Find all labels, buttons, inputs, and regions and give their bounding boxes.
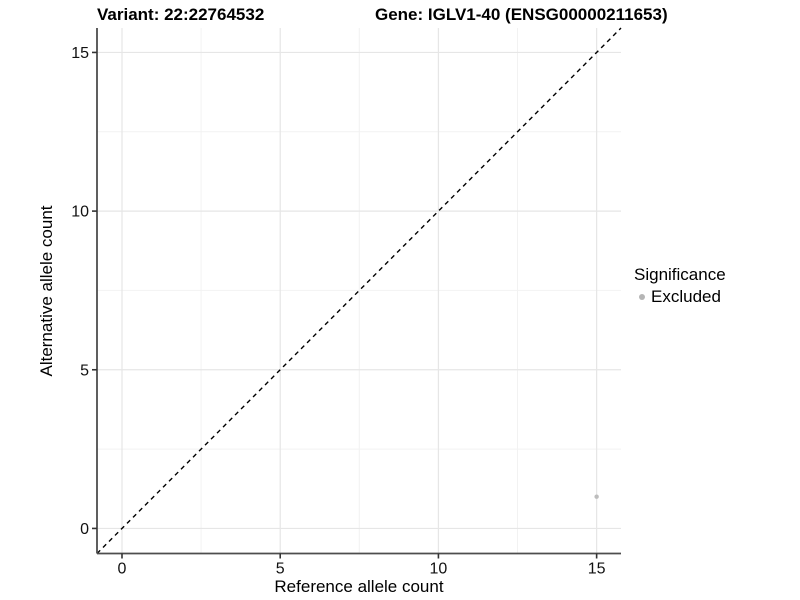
legend-item-label: Excluded [651,287,721,306]
x-axis-title: Reference allele count [274,577,444,596]
legend-point-icon [639,294,645,300]
legend-item: Excluded [634,287,726,307]
y-tick-label: 0 [80,521,89,538]
gene-title: Gene: IGLV1-40 (ENSG00000211653) [375,5,668,24]
x-tick-label: 15 [588,561,606,578]
x-tick-label: 5 [276,561,285,578]
y-tick-label: 10 [71,204,89,221]
y-tick-label: 5 [80,362,89,379]
data-point [594,494,599,499]
x-tick-label: 0 [118,561,127,578]
legend-title: Significance [634,265,726,284]
legend-items: Excluded [634,287,726,307]
y-tick-label: 15 [71,45,89,62]
y-axis-title: Alternative allele count [37,205,56,377]
legend: Significance Excluded [634,264,726,307]
variant-title: Variant: 22:22764532 [97,5,265,24]
chart-title: Variant: 22:22764532 Gene: IGLV1-40 (ENS… [0,5,800,27]
x-tick-label: 10 [430,561,448,578]
